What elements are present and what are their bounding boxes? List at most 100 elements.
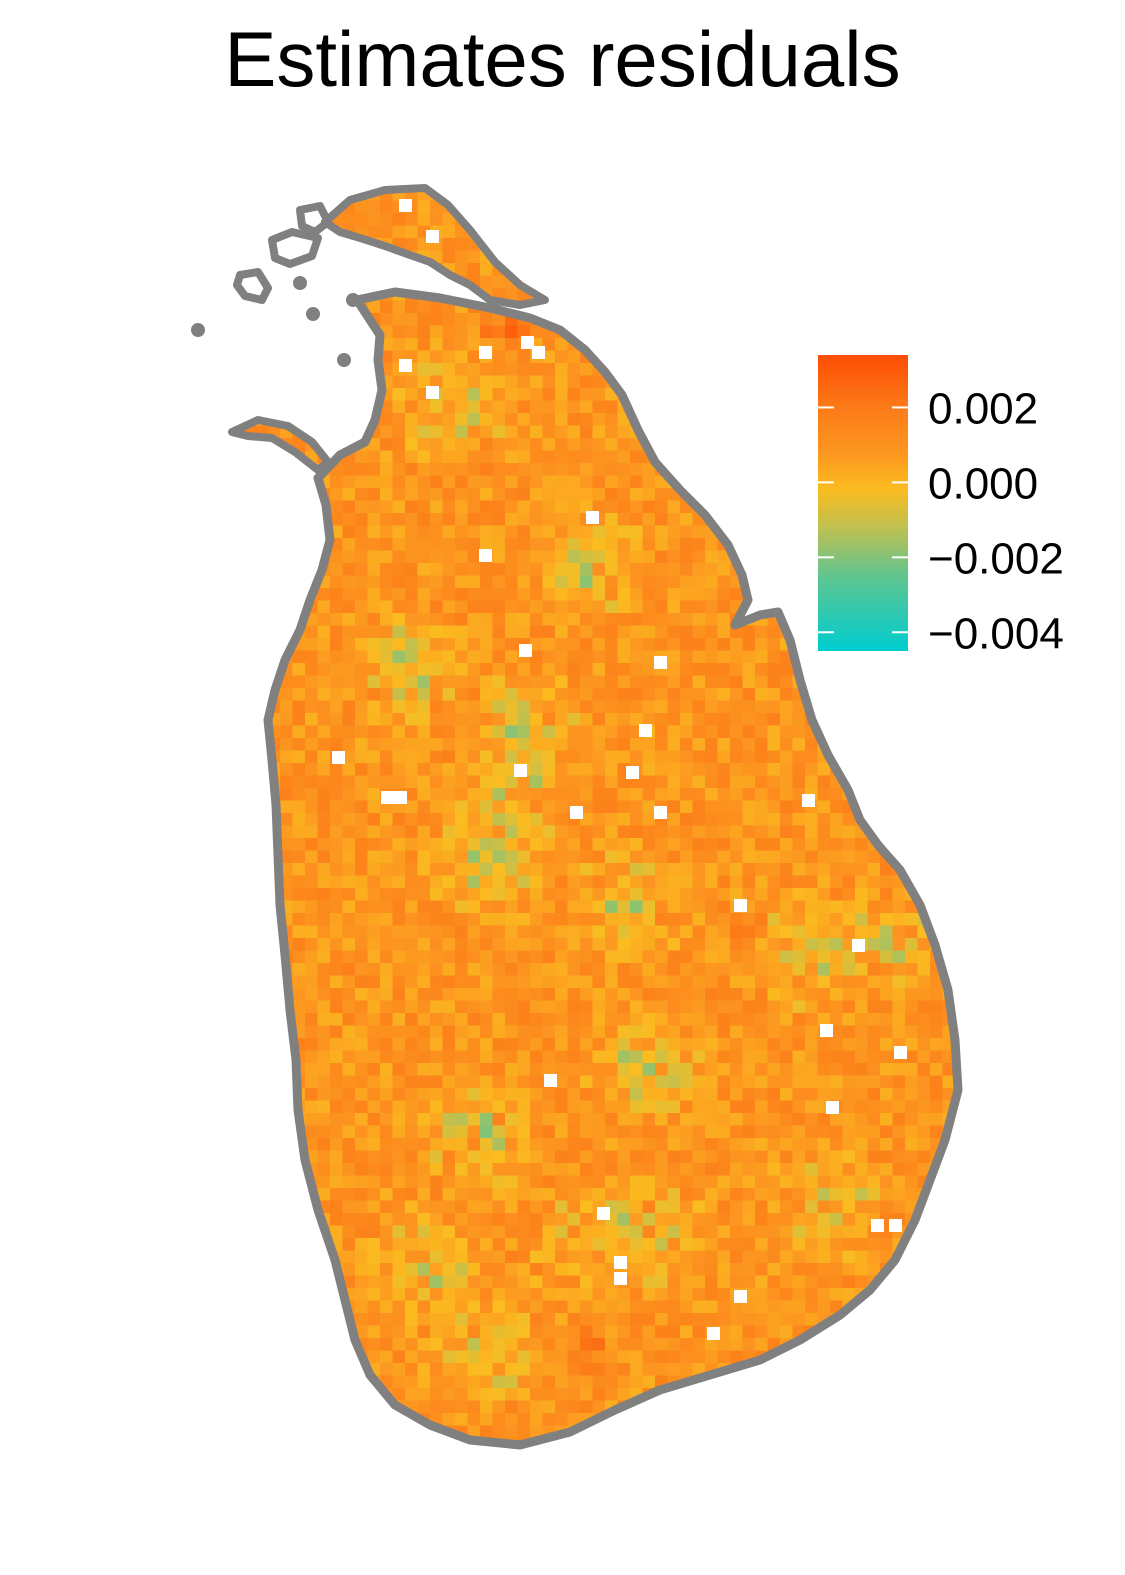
raster-cell: [642, 188, 656, 202]
raster-cell: [692, 1013, 706, 1027]
raster-cell: [505, 638, 519, 652]
raster-cell: [467, 913, 481, 927]
raster-cell: [242, 775, 256, 789]
raster-cell: [232, 475, 244, 489]
raster-cell: [542, 1038, 556, 1052]
raster-cell: [755, 288, 769, 302]
raster-cell: [667, 1238, 681, 1252]
raster-cell: [780, 400, 794, 414]
raster-cell: [442, 863, 456, 877]
raster-cell: [880, 663, 894, 677]
raster-cell: [305, 1050, 319, 1064]
raster-cell: [680, 838, 694, 852]
raster-cell: [880, 775, 894, 789]
raster-cell: [392, 1213, 406, 1227]
raster-cell: [455, 1113, 469, 1127]
raster-cell: [480, 188, 494, 202]
raster-cell: [717, 775, 731, 789]
raster-cell: [267, 388, 281, 402]
raster-cell: [655, 275, 669, 289]
raster-cell: [317, 1050, 331, 1064]
raster-cell: [692, 813, 706, 827]
raster-cell: [467, 538, 481, 552]
raster-cell: [392, 738, 406, 752]
raster-cell: [542, 800, 556, 814]
raster-cell: [342, 863, 356, 877]
raster-cell: [530, 763, 544, 777]
raster-cell: [867, 238, 881, 252]
raster-cell: [705, 238, 719, 252]
raster-cell: [267, 338, 281, 352]
raster-cell: [630, 988, 644, 1002]
raster-cell: [667, 563, 681, 577]
raster-cell: [817, 1200, 831, 1214]
raster-cell: [342, 950, 356, 964]
raster-cell: [755, 513, 769, 527]
raster-cell: [467, 1163, 481, 1177]
raster-cell: [232, 200, 244, 214]
raster-cell: [955, 1113, 958, 1127]
raster-cell: [492, 1063, 506, 1077]
raster-cell: [530, 638, 544, 652]
raster-cell: [380, 1100, 394, 1114]
raster-cell: [580, 775, 594, 789]
raster-cell: [467, 413, 481, 427]
raster-cell: [280, 700, 294, 714]
raster-cell: [880, 675, 894, 689]
raster-cell: [467, 850, 481, 864]
raster-cell: [392, 725, 406, 739]
raster-cell: [417, 363, 431, 377]
raster-cell: [232, 1125, 244, 1139]
raster-cell: [692, 288, 706, 302]
raster-cell: [305, 850, 319, 864]
raster-cell: [742, 538, 756, 552]
raster-cell: [232, 713, 244, 727]
raster-cell: [905, 1100, 919, 1114]
raster-cell: [292, 325, 306, 339]
raster-cell: [717, 588, 731, 602]
raster-cell: [355, 475, 369, 489]
raster-cell: [430, 1200, 444, 1214]
raster-cell: [680, 1000, 694, 1014]
raster-cell: [692, 875, 706, 889]
raster-cell: [567, 250, 581, 264]
raster-cell: [930, 800, 944, 814]
raster-cell: [905, 800, 919, 814]
raster-cell: [680, 325, 694, 339]
raster-cell: [805, 300, 819, 314]
raster-cell: [530, 1163, 544, 1177]
raster-cell: [280, 325, 294, 339]
raster-cell: [330, 863, 344, 877]
raster-cell: [405, 338, 419, 352]
raster-cell: [505, 650, 519, 664]
raster-cell: [705, 875, 719, 889]
raster-cell: [755, 388, 769, 402]
raster-cell: [617, 1075, 631, 1089]
raster-cell: [855, 963, 869, 977]
raster-cell: [767, 488, 781, 502]
raster-cell: [505, 350, 519, 364]
raster-cell: [630, 838, 644, 852]
raster-cell: [467, 963, 481, 977]
raster-cell: [467, 688, 481, 702]
raster-cell: [517, 238, 531, 252]
raster-cell: [742, 1063, 756, 1077]
raster-cell: [580, 463, 594, 477]
raster-cell: [380, 875, 394, 889]
raster-cell: [692, 925, 706, 939]
raster-cell: [467, 725, 481, 739]
raster-cell: [342, 775, 356, 789]
raster-cell: [492, 1163, 506, 1177]
raster-cell: [905, 200, 919, 214]
raster-cell: [592, 900, 606, 914]
raster-cell: [692, 275, 706, 289]
raster-cell: [605, 1150, 619, 1164]
raster-cell: [767, 588, 781, 602]
raster-cell: [455, 638, 469, 652]
raster-cell: [642, 925, 656, 939]
raster-cell: [480, 563, 494, 577]
raster-cell: [917, 1013, 931, 1027]
raster-cell: [517, 700, 531, 714]
raster-cell: [430, 438, 444, 452]
raster-cell: [505, 475, 519, 489]
